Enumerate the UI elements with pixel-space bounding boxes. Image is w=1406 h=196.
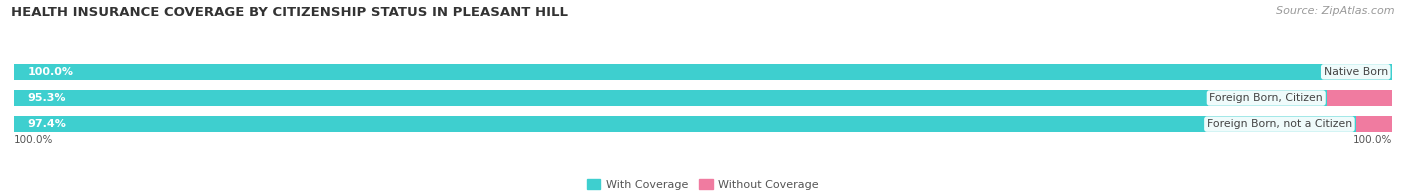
Bar	[1357, 116, 1392, 132]
Text: Foreign Born, not a Citizen: Foreign Born, not a Citizen	[1206, 119, 1353, 129]
Text: 97.4%: 97.4%	[28, 119, 66, 129]
Text: HEALTH INSURANCE COVERAGE BY CITIZENSHIP STATUS IN PLEASANT HILL: HEALTH INSURANCE COVERAGE BY CITIZENSHIP…	[11, 6, 568, 19]
Text: 100.0%: 100.0%	[1353, 135, 1392, 145]
Bar	[14, 64, 1392, 80]
Text: Foreign Born, Citizen: Foreign Born, Citizen	[1209, 93, 1323, 103]
Text: 95.3%: 95.3%	[28, 93, 66, 103]
Bar	[1327, 90, 1392, 106]
Text: 100.0%: 100.0%	[14, 135, 53, 145]
Text: 100.0%: 100.0%	[28, 67, 75, 77]
Text: Source: ZipAtlas.com: Source: ZipAtlas.com	[1277, 6, 1395, 16]
Bar	[14, 64, 1392, 80]
Text: Native Born: Native Born	[1323, 67, 1388, 77]
Bar	[14, 116, 1392, 132]
Legend: With Coverage, Without Coverage: With Coverage, Without Coverage	[582, 175, 824, 194]
Bar	[14, 116, 1357, 132]
Bar	[14, 90, 1392, 106]
Bar	[14, 90, 1327, 106]
